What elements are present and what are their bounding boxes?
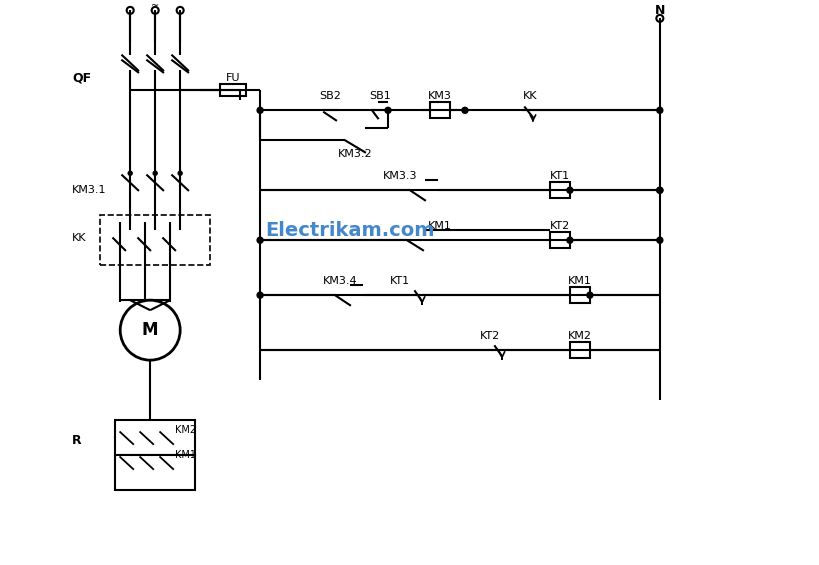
Bar [220, 84, 247, 96]
Circle shape [129, 171, 132, 175]
Text: SB1: SB1 [369, 92, 391, 101]
Text: KM2: KM2 [175, 425, 197, 435]
Circle shape [462, 107, 468, 114]
Text: ~: ~ [152, 1, 159, 11]
Circle shape [657, 187, 663, 193]
Text: KM1: KM1 [428, 221, 452, 231]
Circle shape [567, 187, 572, 193]
Circle shape [179, 171, 182, 175]
Text: KK: KK [72, 233, 87, 243]
Text: KM3.3: KM3.3 [382, 171, 417, 181]
Text: SB2: SB2 [319, 92, 341, 101]
Text: KT1: KT1 [550, 171, 570, 181]
Circle shape [656, 15, 663, 22]
Circle shape [657, 107, 663, 114]
Text: KM3.2: KM3.2 [337, 149, 373, 159]
Text: KM2: KM2 [568, 331, 592, 341]
Text: Electrikam.com: Electrikam.com [265, 221, 435, 240]
Text: KT2: KT2 [480, 331, 500, 341]
Circle shape [153, 171, 157, 175]
Text: KM1: KM1 [175, 450, 197, 460]
Circle shape [385, 107, 391, 114]
Text: KM3.4: KM3.4 [323, 276, 357, 286]
Bar [115, 420, 195, 455]
Bar [550, 232, 570, 248]
Circle shape [567, 237, 572, 243]
Circle shape [657, 237, 663, 243]
Text: KK: KK [523, 92, 537, 101]
Bar [100, 215, 210, 265]
Text: KT2: KT2 [550, 221, 570, 231]
Text: R: R [72, 433, 82, 446]
Bar [570, 342, 590, 358]
Text: N: N [654, 4, 665, 17]
Circle shape [152, 7, 159, 14]
Bar [570, 287, 590, 303]
Bar [550, 182, 570, 198]
Circle shape [177, 7, 183, 14]
Text: M: M [142, 321, 158, 339]
Circle shape [257, 107, 263, 114]
Circle shape [657, 187, 663, 193]
Text: QF: QF [72, 72, 92, 85]
Circle shape [257, 292, 263, 298]
Circle shape [120, 300, 180, 360]
Text: KT1: KT1 [390, 276, 410, 286]
Text: KM1: KM1 [568, 276, 592, 286]
Bar [430, 102, 450, 118]
Circle shape [257, 237, 263, 243]
Text: KM3: KM3 [428, 92, 452, 101]
Circle shape [587, 292, 593, 298]
Circle shape [127, 7, 133, 14]
Bar [115, 455, 195, 490]
Text: FU: FU [226, 73, 240, 83]
Text: KM3.1: KM3.1 [72, 185, 106, 195]
